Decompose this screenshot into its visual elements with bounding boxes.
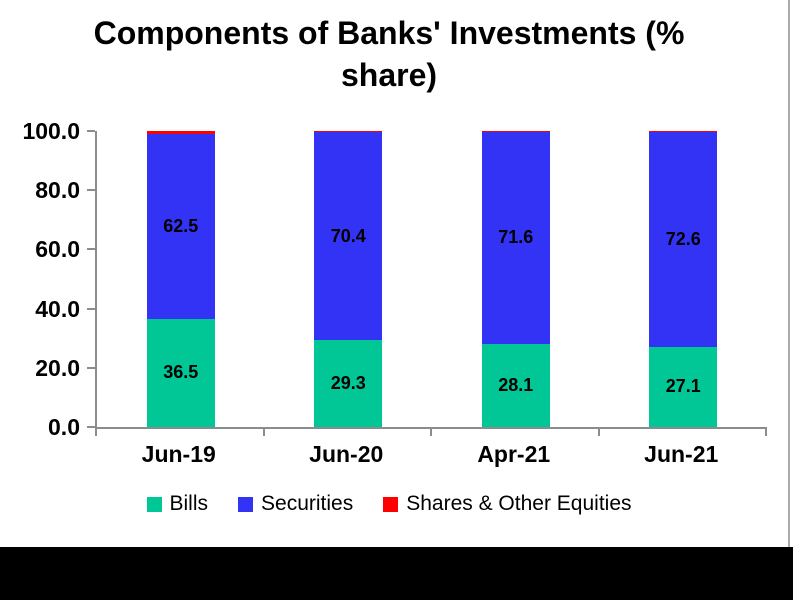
x-axis-tick: [765, 429, 767, 436]
y-axis-tick: [87, 189, 95, 192]
bottom-black-band: [0, 547, 793, 600]
y-axis-tick: [87, 426, 95, 428]
y-axis-tick-label: 80.0: [35, 177, 80, 204]
bar-value-label: 36.5: [163, 362, 199, 383]
y-axis-tick: [87, 248, 95, 251]
bar-value-label: 62.5: [163, 215, 199, 236]
y-axis-tick-label: 60.0: [35, 236, 80, 263]
legend-item: Securities: [238, 492, 353, 516]
y-axis-tick: [87, 307, 95, 310]
bar-segment-bills: 28.1: [481, 343, 550, 427]
x-axis-label: Jun-19: [141, 441, 216, 467]
y-axis-tick-label: 40.0: [35, 295, 80, 322]
y-axis-tick-label: 0.0: [48, 414, 80, 440]
bar-value-label: 72.6: [665, 228, 701, 249]
bar-value-label: 71.6: [498, 227, 534, 248]
plot-area: 36.5 62.5 29.3 70.4 28.1 71.6 27.1 72.6: [95, 131, 767, 429]
y-axis-tick: [87, 366, 95, 369]
x-axis-label: Jun-21: [644, 441, 719, 467]
bar-segment-securities: 72.6: [649, 131, 718, 347]
bar-segment-bills: 36.5: [146, 318, 215, 427]
bar-segment-shares-other-equities: [314, 131, 383, 132]
legend-item: Shares & Other Equities: [383, 492, 632, 516]
legend: Bills Securities Shares & Other Equities: [0, 492, 778, 516]
x-axis-label: Jun-20: [309, 441, 384, 467]
y-axis-tick-label: 100.0: [22, 118, 80, 144]
legend-swatch: [238, 496, 254, 512]
legend-label: Bills: [169, 492, 209, 515]
chart-title-line-2: share): [340, 57, 438, 93]
bar-segment-bills: 29.3: [314, 340, 383, 427]
legend-swatch: [383, 496, 399, 512]
legend-item: Bills: [146, 492, 209, 516]
legend-swatch: [146, 496, 162, 512]
bar-value-label: 70.4: [330, 225, 366, 246]
bar-segment-shares-other-equities: [649, 131, 718, 132]
bar-segment-securities: 62.5: [146, 133, 215, 319]
bar-segment-securities: 71.6: [481, 131, 550, 344]
bar-value-label: 28.1: [498, 374, 534, 395]
x-axis-tick: [262, 429, 265, 436]
legend-label: Shares & Other Equities: [406, 492, 632, 515]
x-axis-tick: [597, 429, 600, 436]
right-edge-line: [788, 0, 790, 547]
x-axis-label: Apr-21: [477, 441, 551, 467]
bar-segment-securities: 70.4: [314, 131, 383, 341]
chart-title: Components of Banks' Investments (% shar…: [0, 12, 778, 96]
chart-title-line-1: Components of Banks' Investments (%: [93, 15, 685, 51]
y-axis-tick-label: 20.0: [35, 354, 80, 381]
bar-value-label: 29.3: [330, 373, 366, 394]
legend-label: Securities: [261, 492, 354, 515]
bar-segment-shares-other-equities: [481, 131, 550, 132]
x-axis-tick: [430, 429, 432, 436]
x-axis-tick: [95, 429, 97, 436]
bar-value-label: 27.1: [665, 376, 701, 397]
bar-segment-shares-other-equities: [146, 131, 215, 134]
bar-segment-bills: 27.1: [649, 346, 718, 427]
y-axis-tick: [87, 130, 95, 132]
